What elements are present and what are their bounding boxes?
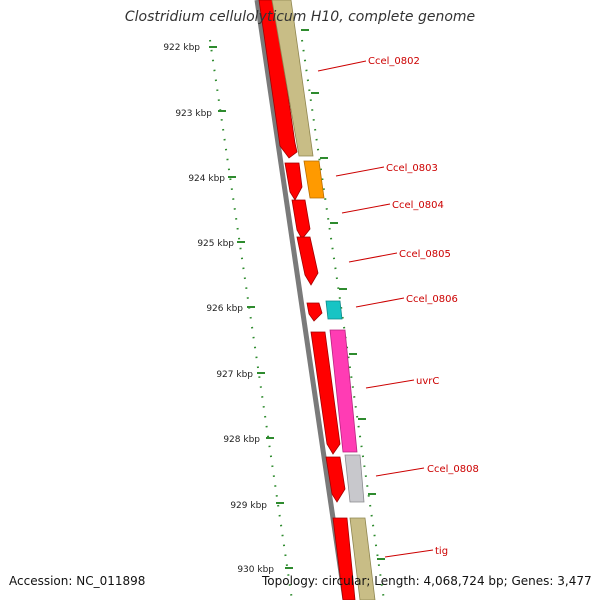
cds-arrow [325,456,346,503]
genome-backbone [254,0,348,600]
outer-major-ticks [301,29,385,560]
scale-label: 930 kbp [237,565,274,575]
scale-label: 925 kbp [197,239,234,249]
cds-block [349,517,376,600]
cds-arrow [284,162,303,201]
cds-block [329,329,358,453]
cds-arrow [296,236,319,286]
scale-label: 927 kbp [216,370,253,380]
scale-label: 926 kbp [206,304,243,314]
cds-arrow [291,199,311,240]
accession-text: Accession: NC_011898 [9,574,146,588]
topology-text: Topology: circular; Length: 4,068,724 bp… [262,574,592,588]
label-connector-lines [317,60,434,558]
scale-label: 928 kbp [223,435,260,445]
scale-label: 922 kbp [163,43,200,53]
gene-label: Ccel_0805 [399,249,451,260]
map-title: Clostridium cellulolyticum H10, complete… [124,9,476,25]
cds-arrow [310,331,341,455]
scale-labels: 922 kbp 923 kbp 924 kbp 925 kbp 926 kbp … [163,43,274,575]
inner-major-ticks [209,46,293,569]
gene-label: Ccel_0804 [392,200,444,211]
scale-label: 924 kbp [188,174,225,184]
gene-label: Ccel_0808 [427,464,479,475]
gene-label: Ccel_0803 [386,163,438,174]
scale-label: 929 kbp [230,501,267,511]
cds-block [271,0,314,157]
gene-label: uvrC [416,376,439,387]
scale-label: 923 kbp [175,109,212,119]
cds-block [325,300,343,320]
gene-labels: Ccel_0802 Ccel_0803 Ccel_0804 Ccel_0805 … [368,56,479,557]
cds-features-outer-strand [271,0,376,600]
cds-block [303,160,325,199]
cds-arrow [306,302,323,322]
cds-features-inner-strand [258,0,356,600]
gene-label: Ccel_0802 [368,56,420,67]
gene-label: tig [435,546,448,557]
cds-arrow [258,0,298,159]
gene-label: Ccel_0806 [406,294,458,305]
cds-arrow [332,517,356,600]
cds-block [344,454,365,503]
